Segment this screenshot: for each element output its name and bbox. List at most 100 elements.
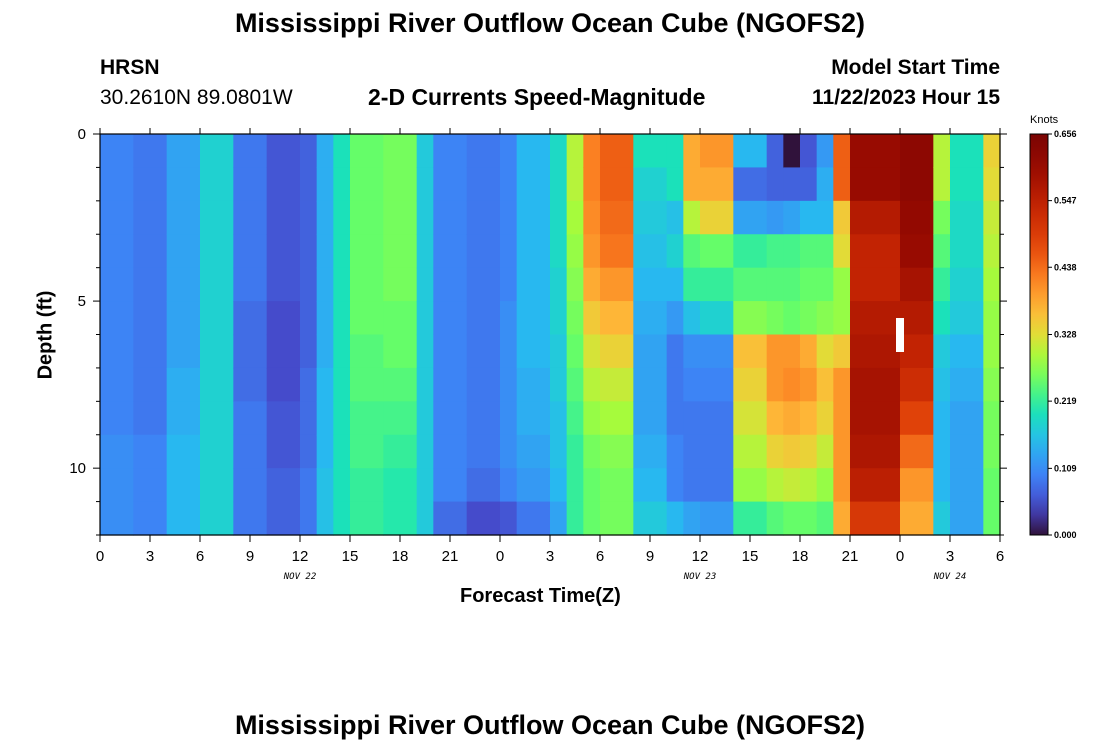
heatmap-cell — [933, 468, 951, 503]
heatmap-cell — [633, 334, 668, 369]
heatmap-cell — [333, 501, 351, 536]
heatmap-cell — [833, 334, 851, 369]
heatmap-cell — [333, 334, 351, 369]
heatmap-cell — [566, 134, 584, 169]
heatmap-cell — [600, 234, 634, 269]
heatmap-cell — [583, 501, 601, 536]
x-tick-label: 12 — [692, 548, 709, 565]
heatmap-cell — [466, 200, 501, 235]
heatmap-cell — [100, 334, 134, 369]
heatmap-cell — [683, 234, 701, 269]
heatmap-cell — [666, 468, 684, 503]
heatmap-cell — [550, 468, 568, 503]
marker-bar — [896, 318, 904, 352]
x-tick-label: 12 — [292, 548, 309, 565]
heatmap-cell — [600, 468, 634, 503]
heatmap-cell — [983, 301, 1001, 336]
heatmap-cell — [583, 200, 601, 235]
heatmap-cell — [900, 501, 934, 536]
heatmap-cell — [950, 167, 984, 202]
heatmap-cell — [700, 468, 734, 503]
heatmap-cell — [316, 234, 334, 269]
heatmap-cell — [133, 468, 168, 503]
heatmap-cell — [950, 434, 984, 469]
heatmap-cell — [516, 267, 551, 302]
heatmap-cell — [550, 334, 568, 369]
heatmap-cell — [700, 367, 734, 402]
heatmap-cell — [200, 200, 234, 235]
heatmap-cell — [350, 200, 384, 235]
heatmap-cell — [133, 334, 168, 369]
heatmap-cell — [683, 401, 701, 436]
heatmap-cell — [683, 501, 701, 536]
heatmap-cell — [416, 167, 434, 202]
heatmap-cell — [233, 167, 268, 202]
x-tick-label: 0 — [896, 548, 904, 565]
heatmap-cell — [316, 267, 334, 302]
heatmap-cell — [333, 234, 351, 269]
heatmap-cell — [566, 334, 584, 369]
heatmap-cell — [416, 301, 434, 336]
heatmap-cell — [816, 334, 834, 369]
heatmap-cell — [850, 200, 901, 235]
heatmap-cell — [166, 134, 201, 169]
heatmap-cell — [550, 134, 568, 169]
heatmap-cell — [266, 434, 301, 469]
heatmap-cell — [333, 367, 351, 402]
heatmap-cell — [900, 200, 934, 235]
heatmap-cell — [800, 301, 818, 336]
heatmap-cell — [833, 501, 851, 536]
heatmap-cell — [733, 134, 768, 169]
heatmap-cell — [166, 267, 201, 302]
heatmap-cell — [766, 401, 784, 436]
heatmap-cell — [683, 468, 701, 503]
heatmap-cell — [816, 134, 834, 169]
y-tick-label: 5 — [78, 293, 86, 310]
heatmap-cell — [300, 134, 318, 169]
heatmap-cell — [733, 468, 768, 503]
heatmap-cell — [583, 434, 601, 469]
heatmap-cell — [266, 468, 301, 503]
heatmap-cell — [500, 434, 518, 469]
heatmap-cell — [266, 501, 301, 536]
heatmap-cell — [633, 468, 668, 503]
heatmap-cell — [766, 167, 784, 202]
heatmap-cell — [833, 468, 851, 503]
heatmap-cell — [600, 334, 634, 369]
heatmap-cell — [416, 234, 434, 269]
heatmap-cell — [783, 200, 801, 235]
heatmap-cell — [333, 468, 351, 503]
heatmap-cell — [316, 434, 334, 469]
heatmap-cell — [800, 434, 818, 469]
heatmap-cell — [233, 301, 268, 336]
x-tick-label: 15 — [742, 548, 759, 565]
heatmap-cell — [983, 234, 1001, 269]
x-tick-label: 9 — [646, 548, 654, 565]
heatmap-cell — [516, 234, 551, 269]
heatmap-cell — [583, 334, 601, 369]
heatmap-cell — [683, 167, 701, 202]
heatmap-cell — [466, 134, 501, 169]
x-tick-label: 6 — [996, 548, 1004, 565]
heatmap-cell — [933, 267, 951, 302]
heatmap-cell — [666, 200, 684, 235]
heatmap-cell — [566, 434, 584, 469]
x-tick-label: 3 — [946, 548, 954, 565]
heatmap-cell — [133, 434, 168, 469]
heatmap-cell — [816, 167, 834, 202]
heatmap-cell — [300, 267, 318, 302]
heatmap-cell — [333, 434, 351, 469]
heatmap-cell — [766, 434, 784, 469]
heatmap-cell — [783, 301, 801, 336]
heatmap-cell — [466, 434, 501, 469]
station-id: HRSN — [100, 56, 160, 79]
station-coords: 30.2610N 89.0801W — [100, 86, 293, 109]
colorbar-gradient — [1029, 133, 1049, 536]
heatmap-cell — [383, 334, 418, 369]
heatmap-cell — [600, 434, 634, 469]
heatmap-cell — [350, 468, 384, 503]
heatmap-cell — [633, 434, 668, 469]
heatmap-cell — [233, 334, 268, 369]
heatmap-cell — [516, 501, 551, 536]
heatmap-cell — [666, 134, 684, 169]
